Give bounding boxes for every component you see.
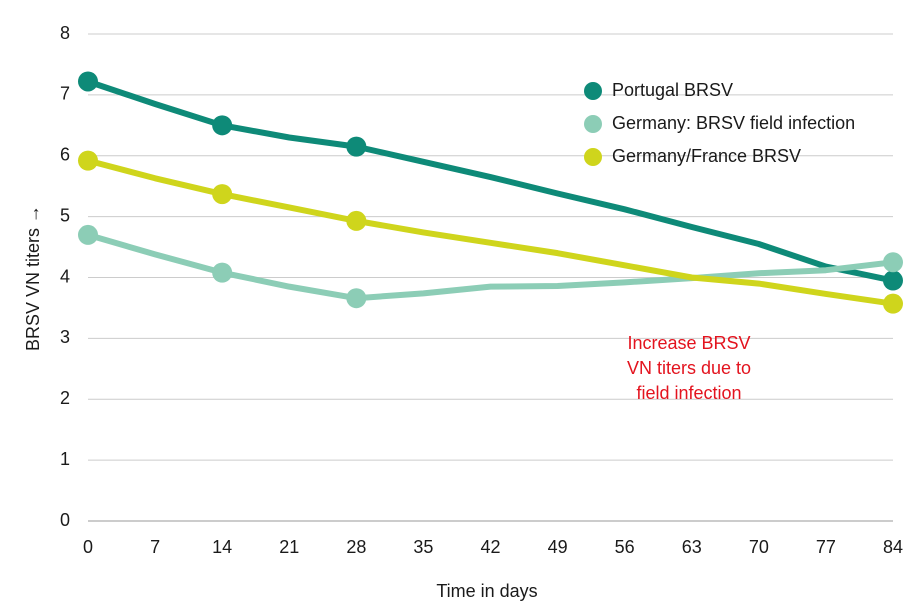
point-marker — [212, 262, 233, 283]
point-marker — [212, 115, 233, 136]
y-tick-label: 1 — [60, 449, 70, 469]
x-tick-label: 56 — [615, 537, 635, 557]
legend-label: Germany/France BRSV — [612, 146, 801, 166]
y-tick-label: 5 — [60, 205, 70, 225]
point-marker — [78, 150, 98, 171]
x-tick-label: 0 — [83, 537, 93, 557]
x-tick-label: 84 — [883, 537, 903, 557]
point-marker — [212, 184, 233, 205]
y-tick-label: 4 — [60, 266, 70, 286]
point-marker — [883, 252, 903, 273]
series-line — [85, 157, 896, 307]
point-marker — [78, 224, 98, 245]
point-marker — [346, 210, 367, 231]
x-tick-label: 70 — [749, 537, 769, 557]
x-tick-label: 21 — [279, 537, 299, 557]
point-marker — [883, 270, 903, 291]
y-tick-label: 8 — [60, 23, 70, 43]
annotation: Increase BRSV — [627, 333, 750, 353]
annotation: VN titers due to — [627, 358, 751, 378]
y-tick-label: 3 — [60, 327, 70, 347]
legend-marker — [584, 82, 602, 100]
legend-marker — [584, 115, 602, 133]
point-marker — [346, 288, 367, 309]
x-tick-label: 42 — [480, 537, 500, 557]
x-tick-label: 49 — [548, 537, 568, 557]
series-line — [85, 78, 896, 284]
x-tick-label: 77 — [816, 537, 836, 557]
x-axis-label: Time in days — [436, 581, 537, 601]
legend-label: Portugal BRSV — [612, 80, 733, 100]
x-tick-label: 63 — [682, 537, 702, 557]
y-tick-label: 2 — [60, 388, 70, 408]
y-tick-label: 0 — [60, 510, 70, 530]
point-marker — [78, 71, 98, 92]
y-axis-label: BRSV VN titers → — [23, 205, 43, 351]
x-tick-label: 35 — [413, 537, 433, 557]
y-tick-label: 6 — [60, 145, 70, 165]
legend-marker — [584, 148, 602, 166]
y-tick-label: 7 — [60, 84, 70, 104]
annotation: field infection — [636, 383, 741, 403]
x-tick-label: 28 — [346, 537, 366, 557]
x-tick-label: 7 — [150, 537, 160, 557]
point-marker — [346, 136, 367, 157]
legend-label: Germany: BRSV field infection — [612, 113, 855, 133]
point-marker — [883, 293, 903, 314]
x-tick-label: 14 — [212, 537, 232, 557]
